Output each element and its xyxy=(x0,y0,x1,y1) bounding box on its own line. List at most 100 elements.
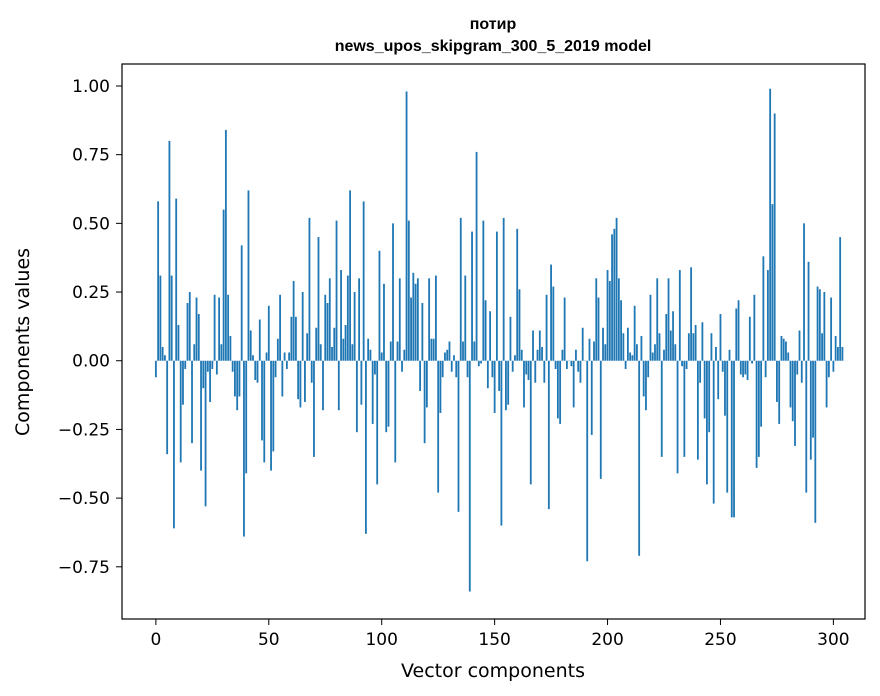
chart-title-line-1: потир xyxy=(470,16,517,33)
bar-126 xyxy=(439,360,442,413)
bar-103 xyxy=(387,360,390,427)
bar-297 xyxy=(825,360,828,408)
bar-304 xyxy=(841,347,844,361)
bar-194 xyxy=(593,341,595,361)
bar-19 xyxy=(197,314,200,361)
bar-82 xyxy=(340,270,342,361)
bar-108 xyxy=(398,278,401,361)
bar-42 xyxy=(249,330,252,361)
bar-239 xyxy=(694,325,697,361)
bar-124 xyxy=(435,275,437,361)
bar-202 xyxy=(611,234,613,361)
bar-204 xyxy=(615,217,618,361)
bar-114 xyxy=(412,272,415,361)
bar-39 xyxy=(243,360,245,537)
bar-267 xyxy=(757,360,760,457)
bar-59 xyxy=(288,352,291,361)
bar-57 xyxy=(283,352,286,361)
bar-295 xyxy=(821,333,823,361)
bar-261 xyxy=(744,360,747,375)
bar-184 xyxy=(570,360,573,367)
bar-257 xyxy=(735,308,738,361)
bar-251 xyxy=(721,360,724,372)
plot-area-frame xyxy=(121,63,866,620)
bar-76 xyxy=(326,303,329,361)
bar-100 xyxy=(380,352,383,361)
bar-205 xyxy=(617,278,620,361)
bar-102 xyxy=(385,360,388,433)
bar-70 xyxy=(313,360,315,457)
x-tick-label: 50 xyxy=(258,630,280,650)
bar-146 xyxy=(484,300,487,361)
x-tick-label: 0 xyxy=(150,630,161,650)
bar-273 xyxy=(771,204,774,361)
bar-89 xyxy=(355,360,358,433)
bar-48 xyxy=(263,360,266,463)
y-tick-label: 1.00 xyxy=(72,77,110,97)
bar-7 xyxy=(170,275,173,361)
bar-104 xyxy=(389,341,392,361)
bar-117 xyxy=(419,360,422,391)
bar-207 xyxy=(622,333,625,361)
x-tick-label: 300 xyxy=(817,630,849,650)
bar-220 xyxy=(651,352,654,361)
bar-14 xyxy=(186,303,189,361)
bar-287 xyxy=(803,223,805,361)
bar-107 xyxy=(396,341,399,361)
bar-101 xyxy=(383,283,385,361)
bar-236 xyxy=(687,333,690,361)
bar-51 xyxy=(270,360,272,471)
bar-18 xyxy=(195,297,198,361)
bar-0 xyxy=(154,360,157,378)
bar-265 xyxy=(753,294,756,361)
bar-36 xyxy=(236,360,239,411)
bar-58 xyxy=(285,360,288,369)
bar-224 xyxy=(660,360,663,457)
bar-264 xyxy=(751,360,753,364)
bar-23 xyxy=(206,360,209,372)
bar-271 xyxy=(766,270,769,361)
bar-140 xyxy=(471,231,473,361)
bar-168 xyxy=(534,360,537,383)
bar-162 xyxy=(520,349,523,361)
bar-298 xyxy=(827,360,830,378)
bar-66 xyxy=(304,360,306,402)
bar-16 xyxy=(191,360,193,444)
y-tick-label: 0.50 xyxy=(72,214,110,234)
bar-187 xyxy=(577,360,580,372)
bar-13 xyxy=(184,360,187,369)
bar-282 xyxy=(791,360,794,422)
bar-20 xyxy=(200,360,202,471)
bar-15 xyxy=(188,292,191,361)
bar-92 xyxy=(362,201,365,361)
bar-128 xyxy=(444,352,446,361)
bar-137 xyxy=(464,275,467,361)
bar-69 xyxy=(310,360,313,383)
bar-229 xyxy=(672,311,674,361)
bar-269 xyxy=(762,256,765,361)
y-tick-label: 0.75 xyxy=(72,146,110,166)
bar-284 xyxy=(796,360,799,375)
bar-289 xyxy=(807,261,810,361)
bar-64 xyxy=(299,360,302,408)
bar-191 xyxy=(586,360,589,562)
bar-152 xyxy=(498,360,501,391)
bar-10 xyxy=(177,325,180,361)
bar-160 xyxy=(516,228,519,361)
bar-226 xyxy=(665,314,668,361)
bar-206 xyxy=(620,300,622,361)
bar-262 xyxy=(746,360,749,380)
bar-145 xyxy=(482,220,485,361)
bar-161 xyxy=(518,289,521,361)
bar-217 xyxy=(645,360,647,411)
bar-135 xyxy=(459,217,462,361)
bar-121 xyxy=(428,278,431,361)
bar-17 xyxy=(193,344,196,361)
bar-112 xyxy=(407,220,410,361)
x-tick-label: 200 xyxy=(591,630,623,650)
bar-240 xyxy=(696,360,699,460)
bar-60 xyxy=(290,316,293,361)
bar-235 xyxy=(685,360,688,369)
bar-225 xyxy=(663,349,665,361)
